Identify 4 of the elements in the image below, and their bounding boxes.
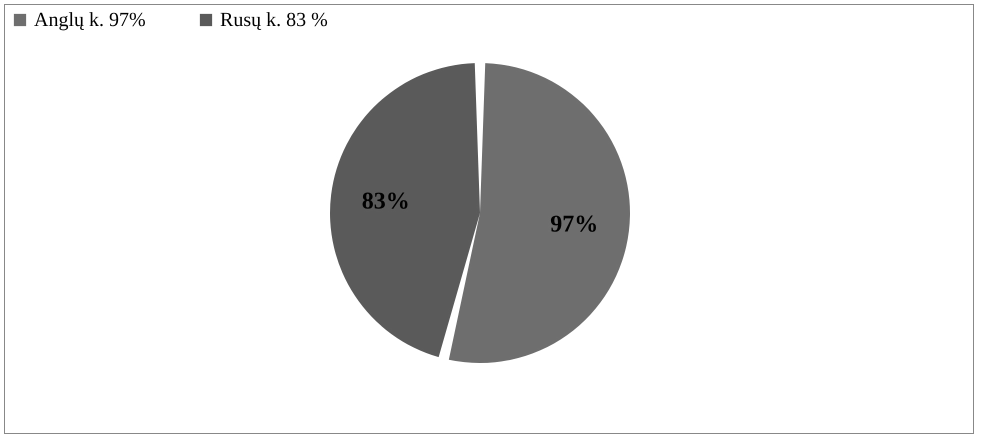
legend-label: Anglų k. 97% bbox=[34, 9, 146, 31]
data-label: 97% bbox=[550, 212, 598, 238]
data-label: 83% bbox=[362, 188, 410, 214]
legend-label: Rusų k. 83 % bbox=[220, 9, 328, 31]
